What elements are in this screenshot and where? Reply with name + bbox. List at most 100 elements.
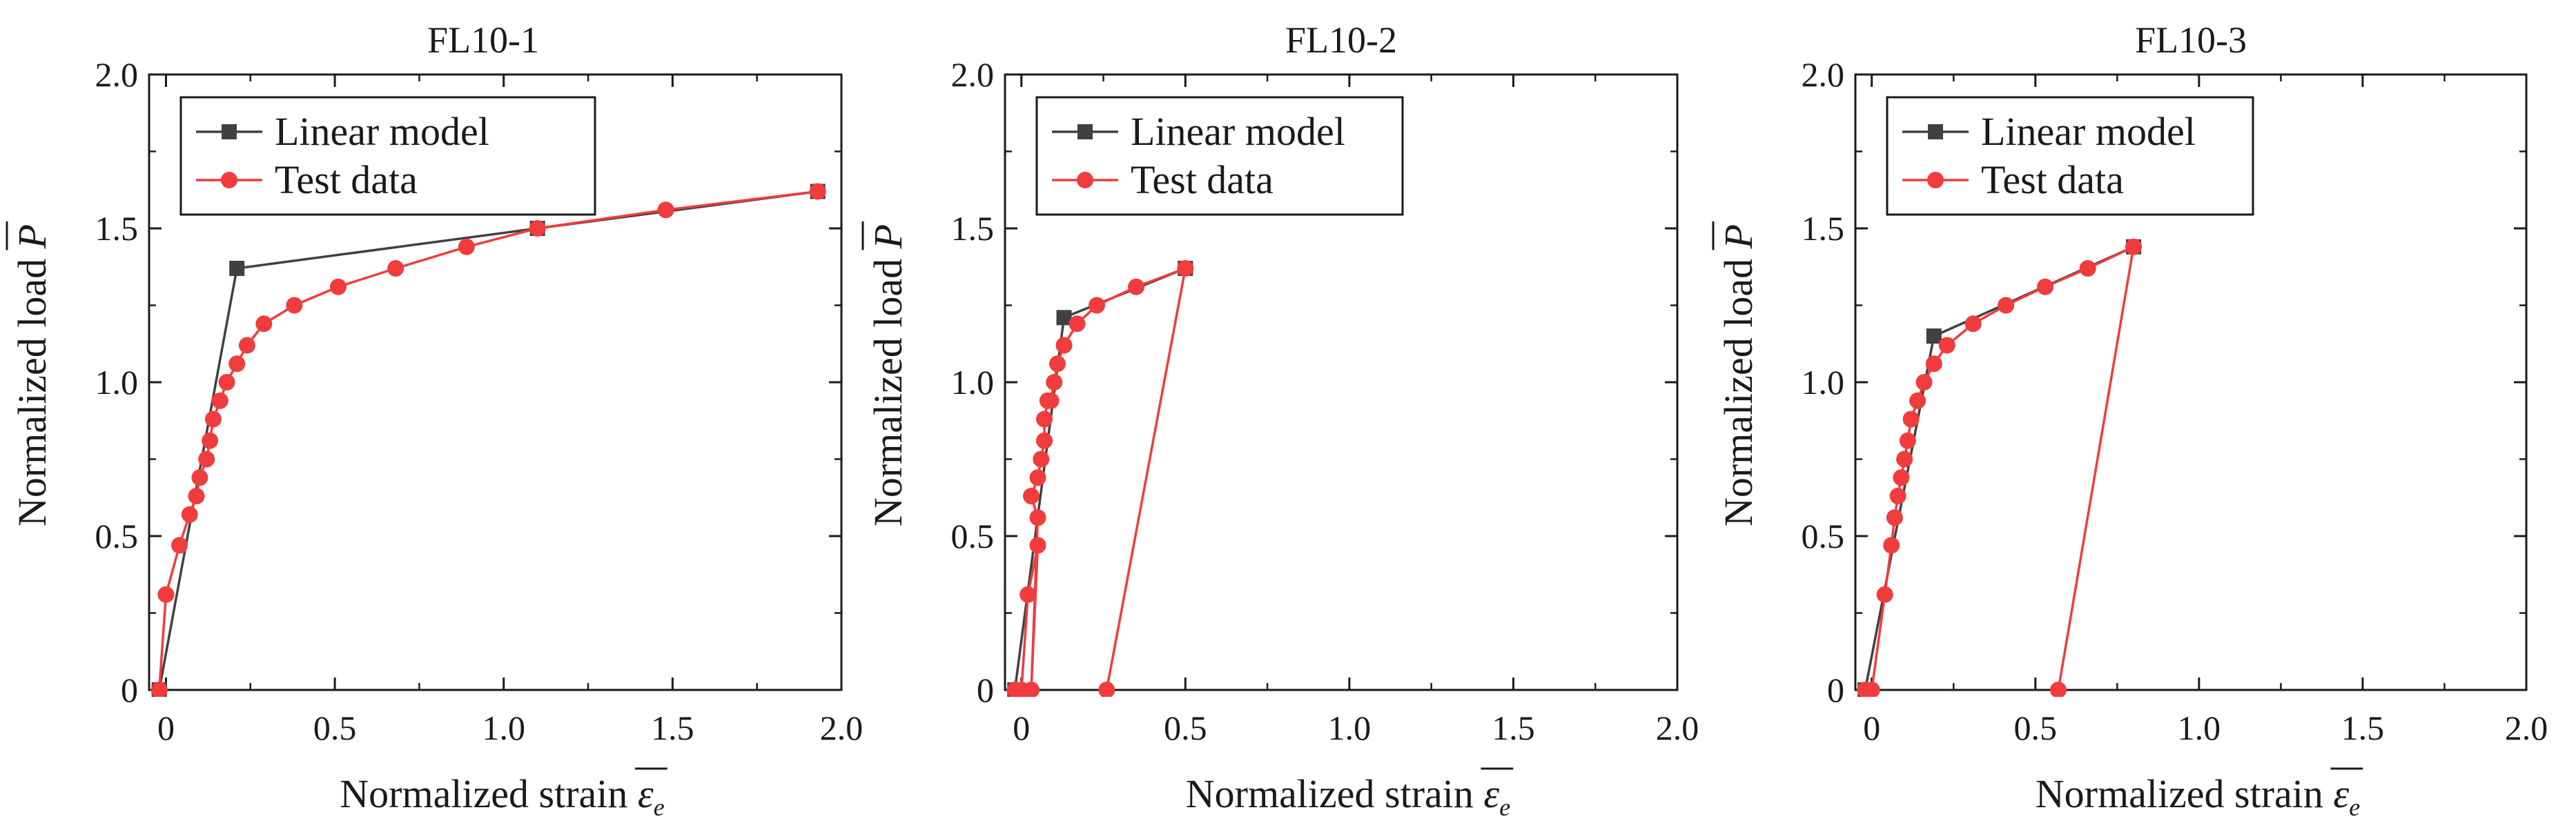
test-data-point [286,297,303,314]
y-tick-label: 2.0 [95,55,139,94]
y-axis-title: Normalized load P [866,224,910,526]
test-data-point [1055,337,1073,354]
legend-marker-square [222,124,237,139]
x-tick-label: 0.5 [2014,709,2058,747]
test-data-point [1938,337,1955,354]
test-data-point [1909,392,1926,409]
x-tick-label: 0 [157,709,175,747]
test-data-point [2125,238,2143,255]
plot-area [1006,259,1194,697]
legend-label: Linear model [1981,109,2196,154]
test-data-point [1029,469,1046,486]
test-data-point [1089,297,1106,314]
chart-panel-1: 0 0.5 1.0 1.5 2.0 0 0.5 1.0 1.5 2.0 FL10-1 Normaliz… [6,19,863,821]
test-data-point [204,411,222,428]
test-data-point [198,451,215,468]
test-data-point [1964,315,1982,333]
test-data-point [1029,537,1046,554]
test-data-point [1023,682,1040,697]
y-tick-label: 1.0 [951,363,995,402]
test-data-point [1893,469,1910,486]
x-tick-label: 0.5 [313,709,357,747]
test-data-point [1883,537,1900,554]
test-data-point [1902,411,1920,428]
test-data-point [809,183,826,200]
test-data-point [2079,259,2096,277]
plot-area [150,183,826,697]
legend-label: Linear model [275,109,489,154]
test-data-point [529,220,546,237]
test-data-point [1036,411,1053,428]
legend-label: Test data [1131,157,1274,202]
test-data-point [1876,586,1893,603]
test-data-point [255,315,273,333]
y-tick-label: 0 [1827,671,1844,709]
test-data-point [157,586,175,603]
x-tick-label: 2.0 [820,709,863,747]
y-tick-label: 1.5 [951,209,995,248]
test-data-point [2037,278,2054,295]
linear-model-point [229,260,245,276]
x-tick-label: 1.0 [1328,709,1372,747]
test-data-point [1036,432,1053,449]
legend-marker-circle [221,172,237,188]
y-tick-label: 0 [121,671,138,709]
test-data-point [188,488,205,505]
linear-model-line [1864,246,2134,691]
legend-label: Test data [1981,157,2124,202]
y-axis-title: Normalized load P [10,224,55,526]
legend-label: Test data [275,157,418,202]
legend-box [1035,96,1404,216]
y-tick-label: 1.0 [1802,363,1845,402]
test-data-point [211,392,228,409]
test-data-point [329,278,347,295]
chart-title: FL10-1 [427,19,539,61]
y-tick-label: 0.5 [95,517,139,555]
legend-label: Linear model [1131,109,1345,154]
y-axis-title: Normalized load P [1716,224,1761,526]
test-data-point [1098,682,1115,697]
chart-panel-2: 0 0.5 1.0 1.5 2.0 0 0.5 1.0 1.5 2.0 FL10-2 Normaliz… [861,19,1699,821]
test-data-point [238,337,255,354]
test-data-point [202,432,219,449]
chart-panel-3: 0 0.5 1.0 1.5 2.0 0 0.5 1.0 1.5 2.0 FL10-3 Normaliz… [1712,19,2548,821]
test-data-point [1033,451,1050,468]
linear-model-line [157,190,819,691]
y-tick-label: 1.5 [95,209,139,248]
test-data-point [1069,315,1086,333]
linear-model-point [1056,310,1072,326]
test-data-point [1049,355,1066,373]
test-data-point [150,682,168,697]
test-data-point [2049,682,2067,697]
test-data-point [1029,509,1046,526]
legend-marker-circle [1927,172,1944,188]
y-tick-label: 0 [977,671,994,709]
test-data-point [1899,432,1916,449]
y-tick-label: 1.0 [95,363,139,402]
x-tick-label: 0.5 [1164,709,1207,747]
chart-title: FL10-2 [1285,19,1397,61]
x-tick-label: 1.5 [2341,709,2385,747]
x-tick-label: 1.5 [1492,709,1535,747]
test-data-point [1128,278,1145,295]
legend-marker-square [1077,124,1093,139]
x-tick-label: 0 [1013,709,1030,747]
legend-box [179,96,596,216]
test-data-line [1865,246,2135,691]
x-tick-label: 1.0 [2178,709,2221,747]
test-data-point [1863,682,1880,697]
x-axis-title: Normalized strain εe [1186,771,1511,821]
test-data-point [1177,259,1194,277]
test-data-point [1998,297,2015,314]
test-data-point [181,506,198,523]
test-data-point [228,355,246,373]
y-tick-label: 0.5 [951,517,995,555]
x-tick-label: 1.5 [651,709,694,747]
x-tick-label: 2.0 [2505,709,2548,747]
test-data-point [458,238,475,255]
chart-title: FL10-3 [2135,19,2247,61]
test-data-point [1896,451,1913,468]
y-tick-label: 0.5 [1802,517,1845,555]
test-data-point [218,374,235,391]
